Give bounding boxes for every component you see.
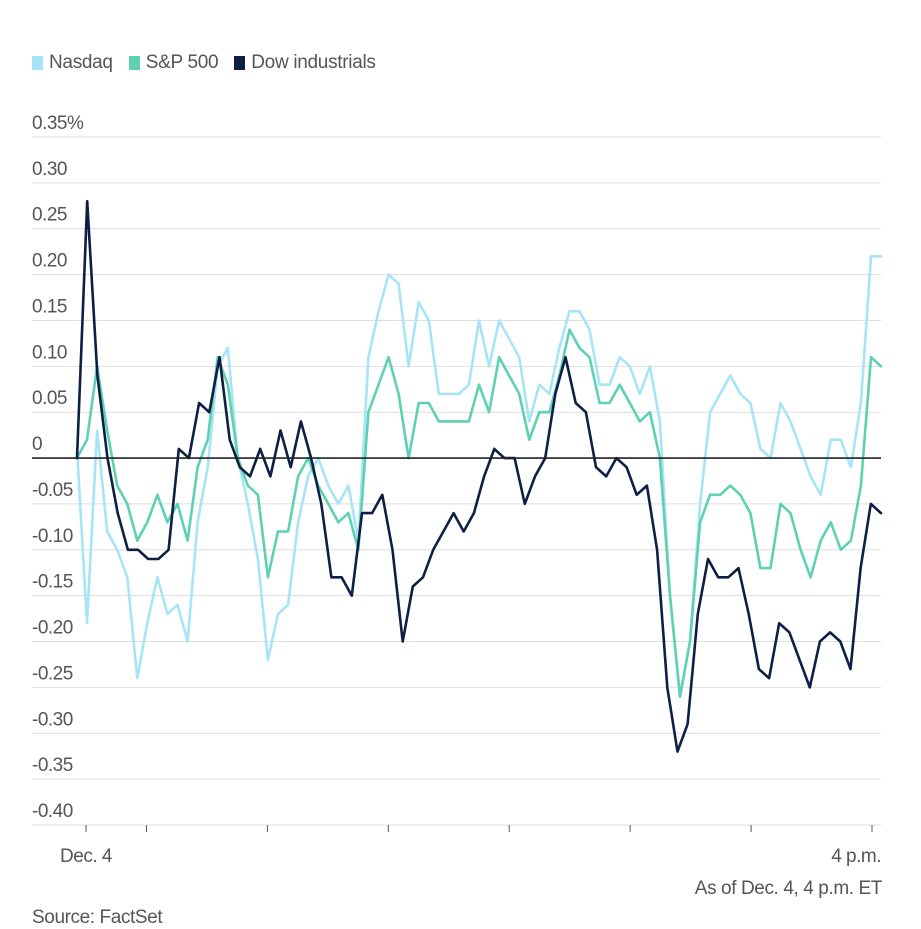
legend-label-dow: Dow industrials <box>251 52 376 73</box>
series-lines <box>75 199 883 753</box>
y-tick-label: 0.15 <box>32 296 67 317</box>
y-tick-label: -0.15 <box>32 572 73 593</box>
legend-item-dow: Dow industrials <box>234 52 376 74</box>
y-tick-label: -0.35 <box>32 755 73 776</box>
as-of-note: As of Dec. 4, 4 p.m. ET <box>694 878 883 899</box>
legend-swatch-dow <box>234 56 246 70</box>
source-note: Source: FactSet <box>32 907 163 928</box>
legend-swatch-sp500 <box>128 56 140 70</box>
y-tick-label: -0.10 <box>32 526 73 547</box>
series-line-s-p-500 <box>75 328 883 698</box>
y-tick-label: 0.20 <box>32 251 67 272</box>
legend-swatch-nasdaq <box>32 56 43 70</box>
gridlines <box>32 136 881 826</box>
y-tick-label: 0.05 <box>32 388 67 409</box>
x-tick-label: Dec. 4 <box>60 846 113 867</box>
series-line-dow-industrials <box>75 199 883 753</box>
legend-item-nasdaq: Nasdaq <box>32 52 113 74</box>
legend-item-sp500: S&P 500 <box>128 52 219 74</box>
y-tick-label: -0.20 <box>32 618 73 639</box>
y-tick-label: -0.05 <box>32 480 73 501</box>
y-tick-label: 0.25 <box>32 205 67 226</box>
y-tick-label: 0 <box>32 434 42 455</box>
y-tick-label: 0.35% <box>32 113 84 134</box>
y-axis-ticks: 0.35% 0.30 0.25 0.20 0.15 0.10 0.05 0 -0.05 -0.10… <box>32 113 84 822</box>
x-axis-ticks: Dec. 4 4 p.m. <box>60 825 882 867</box>
y-tick-label: 0.10 <box>32 342 67 363</box>
y-tick-label: -0.40 <box>32 801 73 822</box>
x-tick-label: 4 p.m. <box>831 846 881 867</box>
series-line-nasdaq <box>75 254 883 698</box>
y-tick-label: 0.30 <box>32 159 67 180</box>
chart-legend: Nasdaq S&P 500 Dow industrials <box>32 52 376 74</box>
y-tick-label: -0.30 <box>32 709 73 730</box>
legend-label-nasdaq: Nasdaq <box>49 52 113 73</box>
y-tick-label: -0.25 <box>32 663 73 684</box>
legend-label-sp500: S&P 500 <box>145 52 219 73</box>
